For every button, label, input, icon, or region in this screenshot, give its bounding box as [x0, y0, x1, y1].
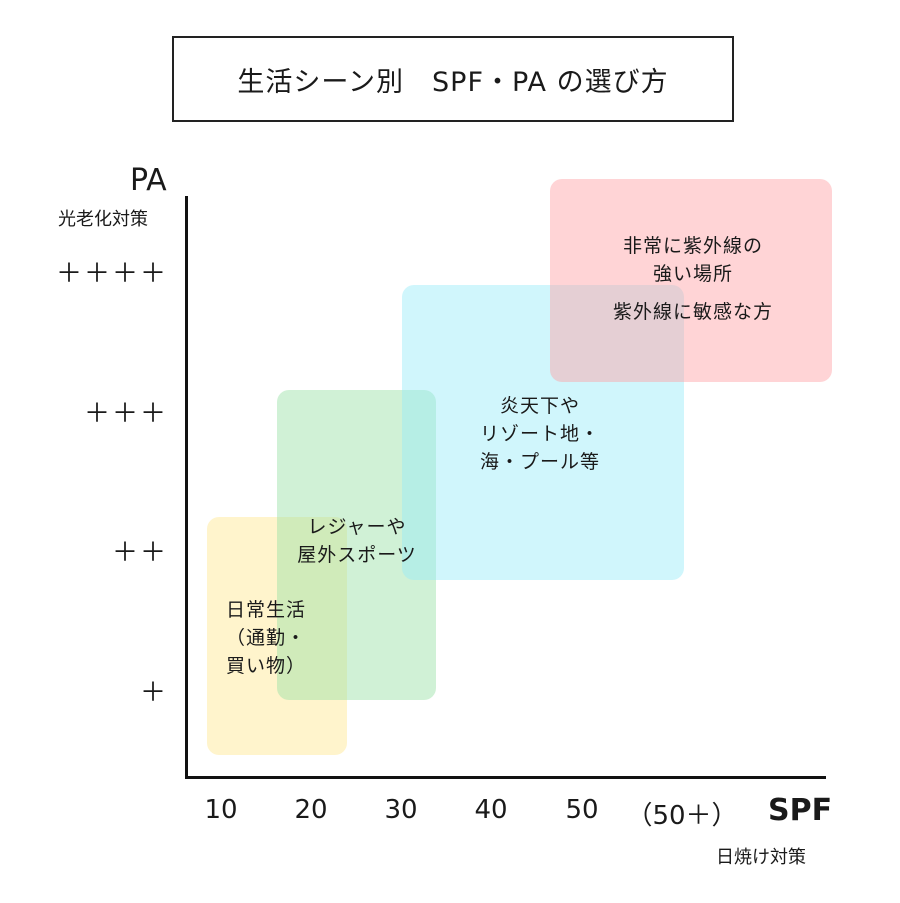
x-axis-label: SPF [768, 793, 833, 828]
y-axis-line [185, 196, 188, 779]
zone-label-line: 買い物） [226, 655, 307, 677]
x-tick-10: 10 [204, 795, 238, 825]
y-tick-pa2: ＋＋ [111, 538, 168, 568]
zone-hot-sun [402, 285, 684, 580]
x-tick-50: 50 [565, 795, 599, 825]
zone-label-line: 炎天下や [499, 395, 580, 417]
y-axis-sublabel: 光老化対策 [58, 209, 148, 230]
zone-label-line: 非常に紫外線の [622, 235, 763, 257]
x-tick-40: 40 [474, 795, 508, 825]
zone-daily-life-label: 日常生活 （通勤・ 買い物） [226, 596, 306, 680]
x-tick-30: 30 [384, 795, 418, 825]
zone-label-line: 屋外スポーツ [297, 544, 417, 566]
chart-title: 生活シーン別 SPF・PA の選び方 [237, 66, 669, 98]
x-axis-sublabel: 日焼け対策 [716, 847, 806, 868]
zone-label-line: 海・プール等 [479, 451, 600, 473]
zone-label-line: 紫外線に敏感な方 [612, 301, 773, 323]
zone-leisure-label: レジャーや 屋外スポーツ [282, 513, 432, 569]
zone-label-line: （通勤・ [226, 627, 307, 649]
zone-label-line: リゾート地・ [479, 423, 600, 445]
zone-leisure [277, 390, 436, 700]
y-tick-pa4: ＋＋＋＋ [55, 259, 168, 289]
chart-title-box: 生活シーン別 SPF・PA の選び方 [172, 36, 734, 122]
y-tick-pa1: ＋ [139, 678, 168, 708]
zone-extreme-uv-label: 非常に紫外線の 強い場所 紫外線に敏感な方 [598, 232, 788, 326]
zone-label-line: 強い場所 [652, 263, 733, 285]
zone-daily-life [207, 517, 347, 755]
zone-extreme-uv [550, 179, 832, 382]
zone-label-line: レジャーや [307, 516, 407, 538]
y-tick-pa3: ＋＋＋ [83, 399, 168, 429]
x-tick-50plus: （50＋） [626, 801, 738, 831]
x-axis-line [185, 776, 826, 779]
x-tick-20: 20 [294, 795, 328, 825]
zone-hot-sun-label: 炎天下や リゾート地・ 海・プール等 [460, 392, 620, 476]
y-axis-label: PA [130, 163, 167, 198]
zone-label-line: 日常生活 [226, 599, 307, 621]
